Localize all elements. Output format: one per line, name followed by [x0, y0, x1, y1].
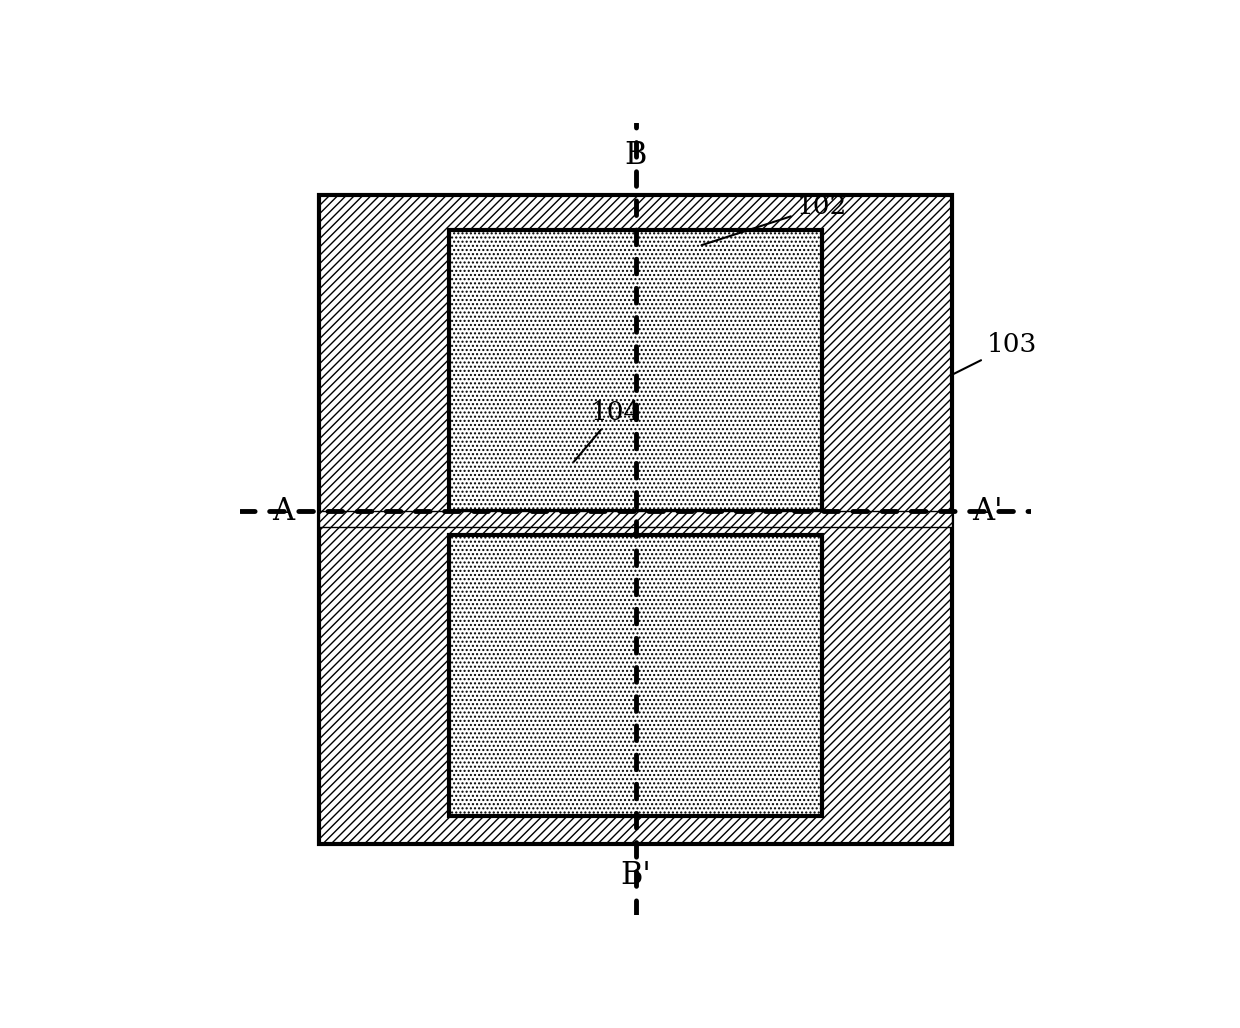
Bar: [319, 194, 952, 844]
Text: B: B: [624, 140, 647, 171]
Text: 102: 102: [702, 194, 847, 246]
Bar: [319, 194, 952, 844]
Bar: [319, 511, 952, 527]
Bar: [449, 230, 822, 511]
Text: A': A': [972, 495, 1003, 526]
Bar: [449, 535, 822, 816]
Bar: [319, 511, 952, 527]
Text: B': B': [620, 859, 651, 891]
Bar: [449, 230, 822, 511]
Text: A: A: [273, 495, 294, 526]
Text: 104: 104: [574, 400, 641, 462]
Bar: [449, 535, 822, 816]
Text: 103: 103: [951, 332, 1037, 375]
